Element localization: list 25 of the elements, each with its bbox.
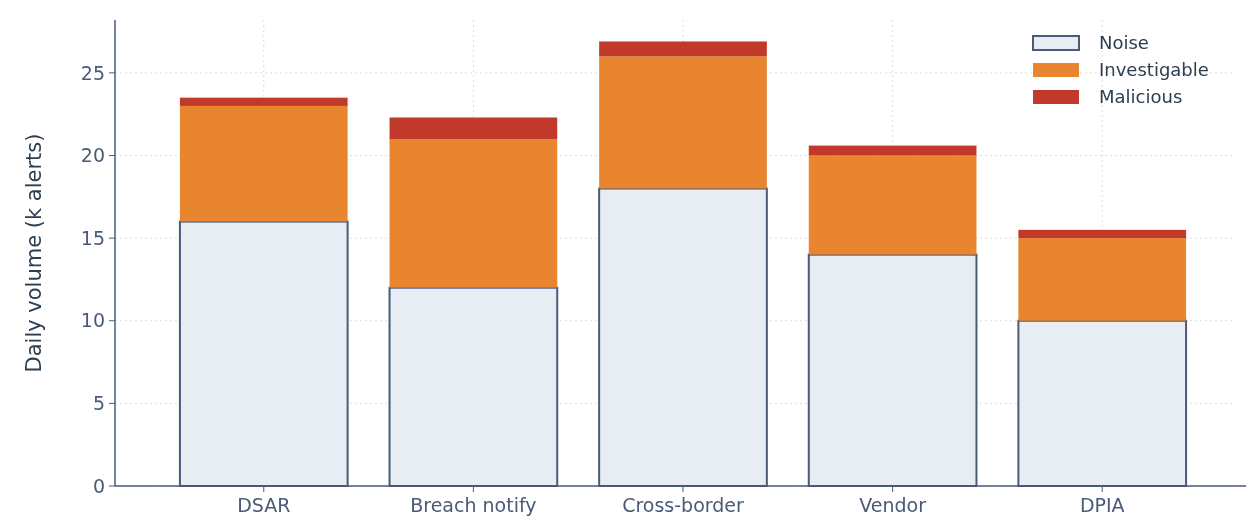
bar: [808, 155, 977, 255]
y-tick-label: 15: [80, 226, 105, 249]
y-axis-title: Daily volume (k alerts): [22, 133, 46, 373]
x-tick-label: DSAR: [237, 494, 291, 516]
y-tick-label: 10: [80, 309, 105, 332]
legend-label: Malicious: [1099, 86, 1183, 108]
legend-label: Noise: [1099, 32, 1149, 54]
x-tick-label: Vendor: [859, 494, 927, 516]
x-tick-label: DPIA: [1079, 494, 1125, 516]
legend-label: Investigable: [1099, 59, 1209, 81]
y-tick-label: 20: [80, 144, 105, 167]
bar: [179, 97, 348, 106]
y-tick-label: 5: [92, 392, 105, 415]
bar: [389, 117, 558, 139]
bar: [599, 41, 767, 57]
bar: [808, 145, 977, 156]
x-tick-label: Cross-border: [622, 494, 745, 516]
bar: [599, 56, 767, 189]
y-tick-label: 0: [92, 474, 105, 497]
x-tick-label: Breach notify: [410, 494, 537, 516]
bar: [389, 138, 558, 288]
bar: [1018, 229, 1187, 239]
bar: [179, 105, 348, 222]
bar: [1018, 238, 1187, 321]
y-tick-label: 25: [80, 61, 105, 84]
